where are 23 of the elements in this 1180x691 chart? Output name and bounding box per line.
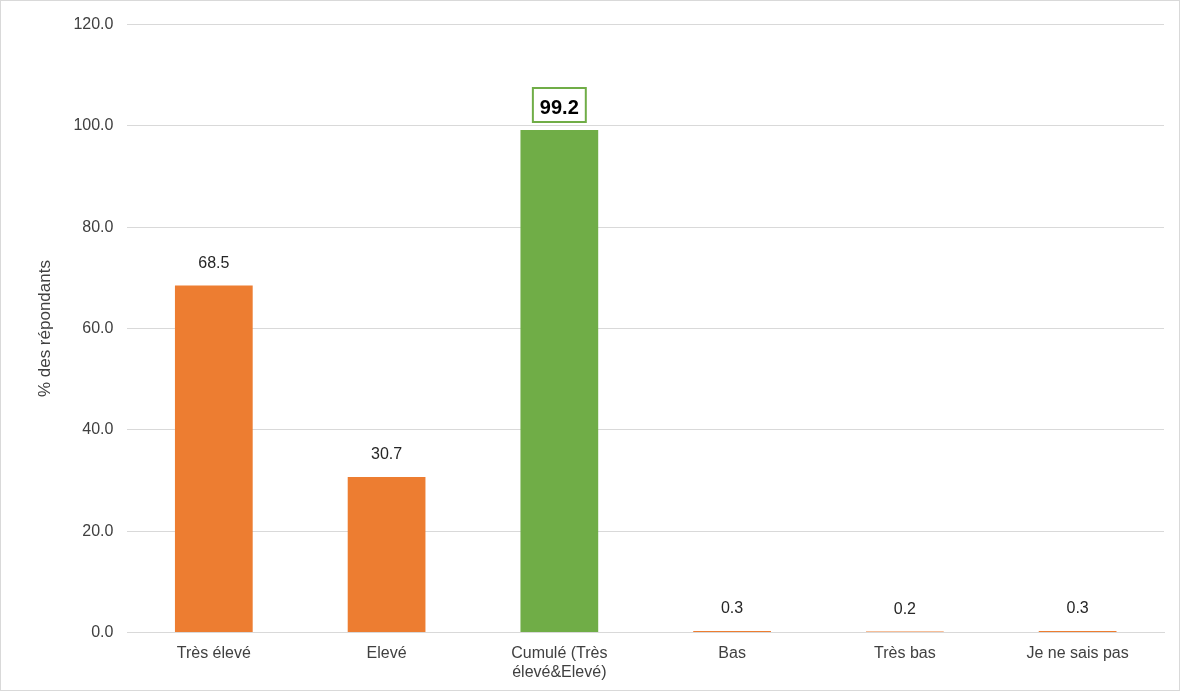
y-tick-label: 80.0 — [82, 217, 114, 235]
bar — [520, 129, 599, 633]
y-tick-label: 120.0 — [73, 15, 114, 33]
x-tick-label: Je ne sais pas — [1026, 643, 1129, 661]
data-label: 30.7 — [371, 445, 403, 463]
x-tick-label: Elevé — [366, 643, 407, 661]
data-label: 99.2 — [539, 95, 579, 118]
bar — [174, 285, 253, 633]
y-axis-title: % des répondants — [34, 260, 54, 398]
data-label: 68.5 — [198, 253, 230, 271]
y-tick-label: 0.0 — [91, 623, 114, 641]
x-tick-label: Cumulé (Très élevé&Elevé) — [511, 643, 608, 680]
y-tick-label: 60.0 — [82, 319, 114, 337]
x-tick-label: Bas — [718, 643, 746, 661]
data-label: 0.2 — [893, 599, 917, 617]
x-tick-label: Très élevé — [176, 643, 251, 661]
y-tick-label: 40.0 — [82, 420, 114, 438]
y-tick-label: 100.0 — [73, 116, 114, 134]
y-tick-label: 20.0 — [82, 521, 114, 539]
data-label: 0.3 — [1066, 599, 1089, 617]
bar — [347, 477, 426, 633]
x-tick-label: Très bas — [874, 643, 936, 661]
data-label: 0.3 — [720, 599, 744, 617]
